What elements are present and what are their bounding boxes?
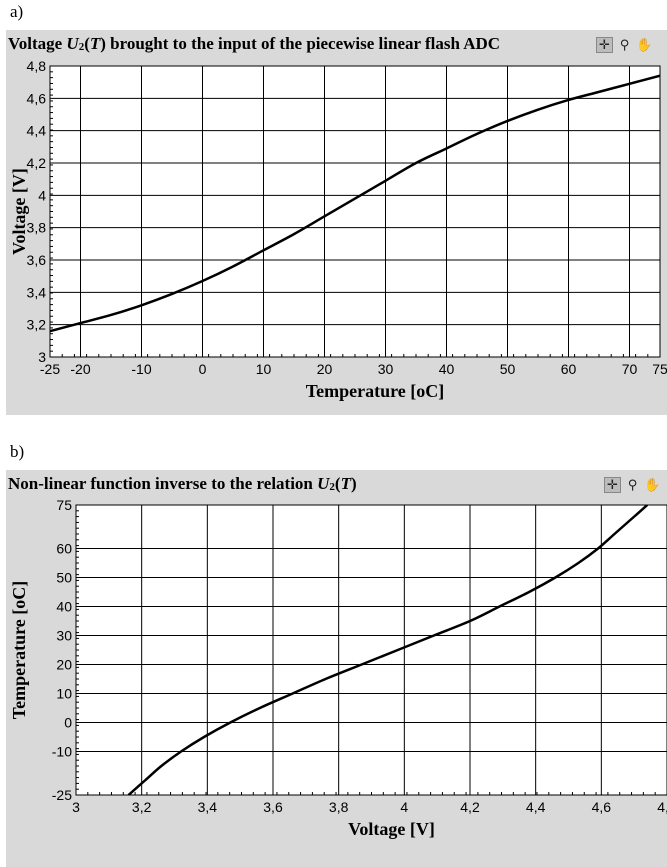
chart-b-y-axis-label: Temperature [oC] <box>9 581 29 719</box>
chart-b-x-tick-label: 3,6 <box>263 799 283 815</box>
chart-a-y-tick-label: 4 <box>38 187 46 203</box>
chart-b-y-tick-label: 50 <box>56 570 72 586</box>
chart-b-x-tick-label: 3,8 <box>329 799 349 815</box>
chart-a-plot-frame <box>49 65 661 358</box>
pan-hand-icon[interactable]: ✋ <box>644 477 661 493</box>
chart-a-x-tick-label: 40 <box>439 361 455 377</box>
chart-panel-b: Non-linear function inverse to the relat… <box>6 470 667 867</box>
chart-a-x-tick-label: 50 <box>500 361 516 377</box>
chart-b-y-tick-label: 40 <box>56 599 72 615</box>
chart-b-y-tick-label: 75 <box>56 497 72 513</box>
chart-b-plot-frame <box>75 504 667 796</box>
chart-a-y-tick-label: 4,8 <box>27 58 47 74</box>
chart-a-y-tick-label: 3,2 <box>27 317 47 333</box>
chart-a-y-tick-label: 4,6 <box>27 90 47 106</box>
chart-a-x-axis-label: Temperature [oC] <box>306 381 444 401</box>
chart-a-y-tick-label: 3,4 <box>27 284 47 300</box>
chart-a-series-line <box>50 74 660 333</box>
chart-panel-a: Voltage U2(T) brought to the input of th… <box>6 30 667 415</box>
chart-a-y-axis-label: Voltage [V] <box>9 168 29 255</box>
chart-a-x-tick-label: 20 <box>317 361 333 377</box>
chart-a-x-tick-label: 60 <box>561 361 577 377</box>
zoom-icon[interactable]: ⚲ <box>619 37 630 53</box>
chart-b-y-tick-label: 10 <box>56 686 72 702</box>
cursor-move-icon[interactable]: ✛ <box>596 37 613 53</box>
chart-a: -25 -20 -10 0 10 20 30 40 50 60 70 75 3 3,2 3,4 3,6 3,8 4… <box>9 58 667 401</box>
chart-a-x-tick-label: 70 <box>622 361 638 377</box>
chart-a-title: Voltage U2(T) brought to the input of th… <box>8 34 501 53</box>
chart-b-y-tick-label: -25 <box>52 787 72 803</box>
zoom-icon[interactable]: ⚲ <box>627 477 638 493</box>
chart-b-x-tick-label: 4,2 <box>460 799 480 815</box>
chart-b-y-tick-label: -10 <box>52 744 72 760</box>
chart-a-y-tick-label: 3 <box>38 349 46 365</box>
chart-b: 3 3,2 3,4 3,6 3,8 4 4,2 4,4 4,6 4,8 -25 -10 0 10 20 30 4… <box>9 497 667 839</box>
chart-a-y-tick-label: 4,4 <box>27 123 47 139</box>
cursor-move-icon[interactable]: ✛ <box>604 477 621 493</box>
chart-b-series-line <box>127 505 649 795</box>
chart-b-x-tick-label: 3,4 <box>198 799 218 815</box>
chart-b-x-tick-label: 4 <box>400 799 408 815</box>
chart-a-x-tick-label: -25 <box>40 361 60 377</box>
chart-b-x-tick-label: 3 <box>72 799 80 815</box>
panel-a-letter: a) <box>10 2 24 21</box>
chart-a-y-tick-label: 3,6 <box>27 252 47 268</box>
chart-a-x-tick-label: -20 <box>70 361 90 377</box>
chart-b-x-axis-label: Voltage [V] <box>348 819 435 839</box>
chart-a-x-tick-label: 0 <box>199 361 207 377</box>
chart-a-x-tick-label: -10 <box>131 361 151 377</box>
chart-a-x-tick-label: 30 <box>378 361 394 377</box>
chart-a-plot-area <box>50 66 660 357</box>
pan-hand-icon[interactable]: ✋ <box>636 37 653 53</box>
panel-b-letter: b) <box>10 442 25 461</box>
chart-a-x-tick-label: 75 <box>652 361 667 377</box>
chart-b-y-tick-label: 60 <box>56 541 72 557</box>
chart-b-title: Non-linear function inverse to the relat… <box>8 474 357 493</box>
chart-b-plot-area <box>76 505 667 795</box>
chart-b-y-tick-label: 20 <box>56 657 72 673</box>
chart-b-y-tick-label: 0 <box>64 715 72 731</box>
chart-a-y-tick-label: 4,2 <box>27 155 47 171</box>
chart-a-x-tick-label: 10 <box>256 361 272 377</box>
chart-a-toolbar: ✛ ⚲ ✋ <box>596 36 653 54</box>
chart-b-x-tick-label: 4,8 <box>657 799 667 815</box>
chart-b-x-tick-label: 3,2 <box>132 799 152 815</box>
chart-b-x-tick-label: 4,4 <box>526 799 546 815</box>
chart-a-y-tick-label: 3,8 <box>27 220 47 236</box>
chart-b-x-tick-label: 4,6 <box>592 799 612 815</box>
chart-b-toolbar: ✛ ⚲ ✋ <box>604 476 661 494</box>
chart-b-y-tick-label: 30 <box>56 628 72 644</box>
